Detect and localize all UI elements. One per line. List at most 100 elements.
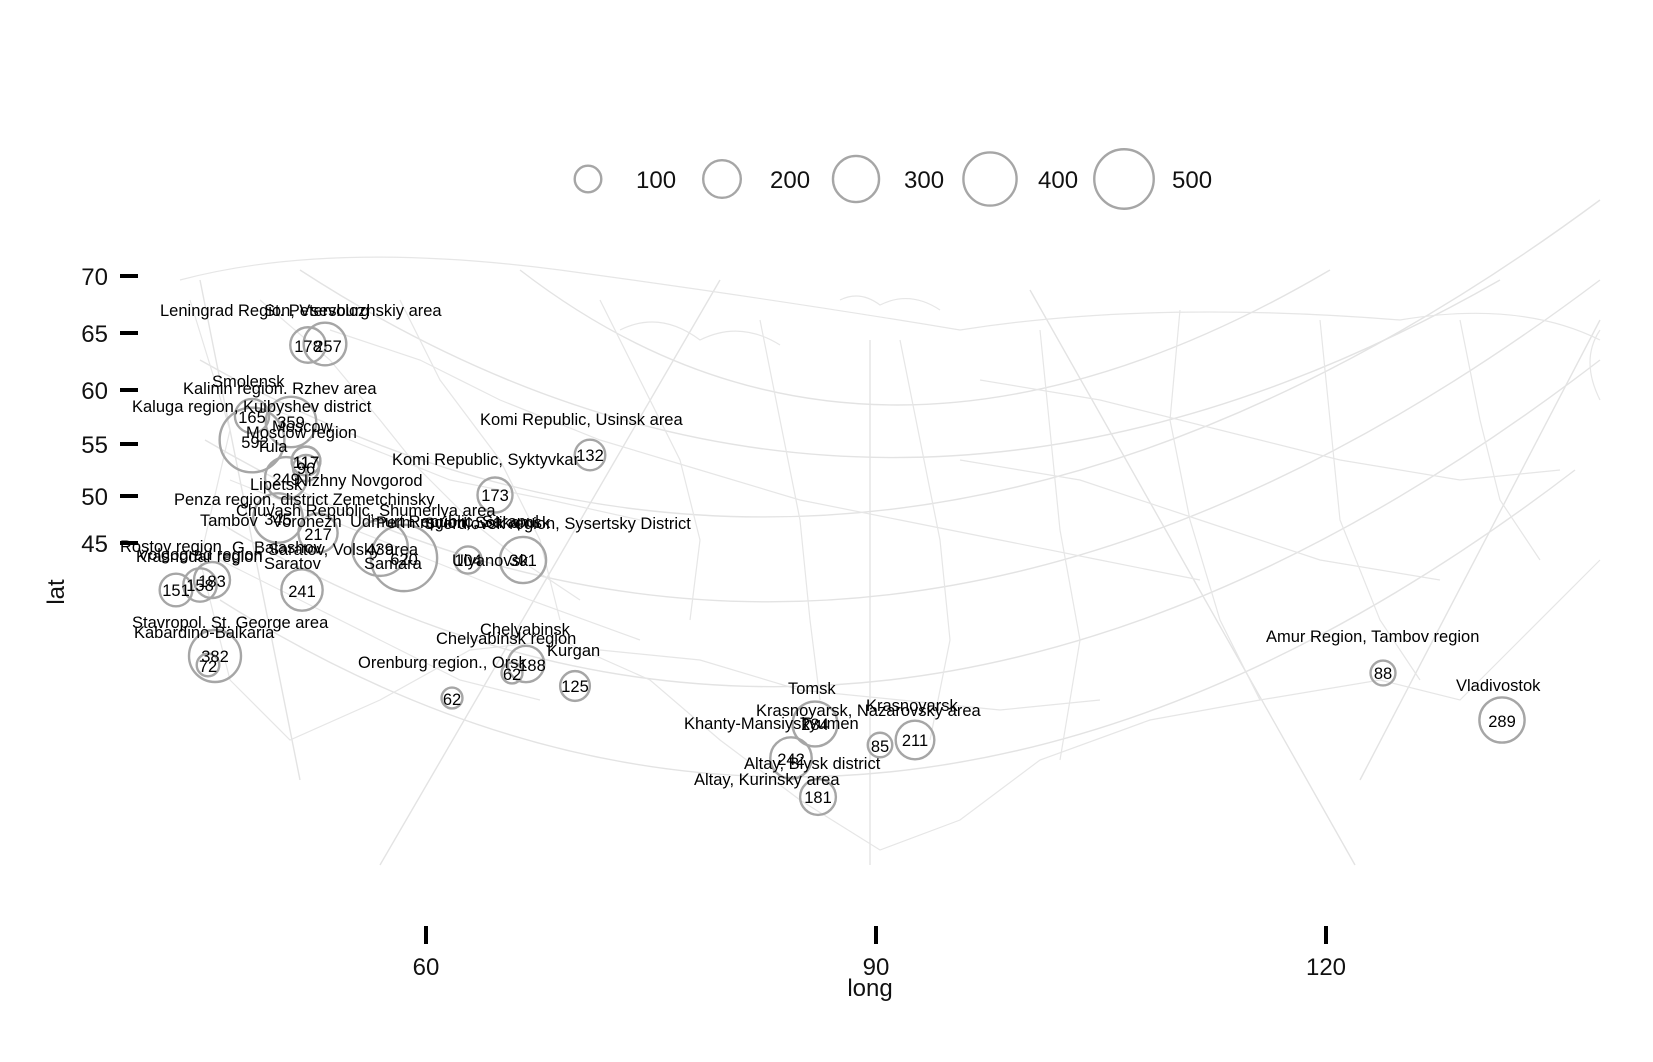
legend-circle-200 [701, 158, 743, 200]
value-label-voronezh: 217 [304, 526, 332, 544]
bubble-kalinin-region-rzhev-area [264, 395, 318, 449]
legend-circle-400 [962, 151, 1018, 207]
value-label-krasnodar-region: 158 [186, 577, 214, 595]
y-axis: 70 65 60 55 50 45 [81, 264, 138, 558]
bubble-sverdlovsk-region-sysertsky-district [498, 535, 548, 585]
place-label-kaluga-region-kuibyshev-district: Kaluga region, Kuibyshev district [132, 398, 372, 416]
value-label-altay-kurinsky-area: 181 [804, 789, 832, 807]
place-label-tula: Tula [256, 438, 288, 456]
place-label-tambov: Tambov [200, 512, 259, 530]
bubble-g-balashov [280, 568, 324, 612]
value-label-kaluga-region-kuibyshev-district: 592 [241, 434, 269, 452]
legend-label-300: 300 [904, 167, 944, 194]
basemap [179, 199, 1601, 866]
place-label-kurgan: Kurgan [547, 642, 600, 660]
place-label-udmurt-republic-sarapul: Udmurt Republic, Sarapul [350, 513, 539, 531]
place-label-stavropol-st-george-area: Stavropol. St. George area [132, 614, 329, 632]
value-label-samara: 620 [390, 551, 418, 569]
bubble-volgograd-region [192, 560, 232, 600]
bubble-st-petersburg [302, 321, 348, 367]
value-label-tula: 96 [297, 460, 315, 478]
value-label-st-petersburg: 257 [314, 338, 342, 356]
y-tick-label-70: 70 [81, 264, 108, 291]
place-label-sverdlovsk-region-sysertsky-district: Sverdlovsk region, Sysertsky District [424, 515, 691, 533]
value-label-krasnoyarsk-nazarovsky-area: 85 [871, 738, 889, 756]
place-label-perm-region-solikamsk: Perm region, Solikamsk [376, 514, 551, 532]
x-tick-label-90: 90 [863, 954, 890, 981]
y-tick-label-45: 45 [81, 531, 108, 558]
place-label-saratov: Saratov [264, 555, 322, 573]
place-label-krasnoyarsk-nazarovsky-area: Krasnoyarsk, Nazarovsky area [756, 702, 981, 720]
y-tick-label-55: 55 [81, 432, 108, 459]
value-label-chelyabinsk: 188 [518, 657, 546, 675]
value-label-moscow-region: 117 [293, 454, 319, 472]
y-tick-label-50: 50 [81, 484, 108, 511]
place-label-orenburg-region-orsk: Orenburg region., Orsk [358, 654, 527, 672]
value-label-orenburg-region-orsk: 62 [443, 691, 461, 709]
x-axis-title: long [847, 975, 892, 1002]
bubble-altay-kurinsky-area [798, 777, 838, 817]
x-tick-label-60: 60 [413, 954, 440, 981]
legend-circle-500 [1093, 148, 1155, 210]
value-label-sverdlovsk-region-sysertsky-district: 301 [509, 552, 537, 570]
place-label-krasnoyarsk: Krasnoyarsk [866, 697, 958, 715]
place-label-altay-kurinsky-area: Altay, Kurinsky area [694, 771, 840, 789]
bubble-khanty-mansiysk [791, 700, 839, 748]
bubble-krasnodar-region [182, 567, 218, 603]
bubble-altay-biysk-district [769, 736, 813, 780]
y-axis-title: lat [43, 579, 70, 605]
place-labels-layer: Leningrad Region, Vsevolozhskiy areaSt. … [120, 302, 1541, 789]
place-label-voronezh: Voronezh [272, 513, 342, 531]
value-label-tambov: 345 [264, 511, 292, 529]
x-axis: 60 90 120 [413, 926, 1346, 981]
size-legend: 100 200 300 400 500 [573, 148, 1212, 210]
value-label-stavropol-st-george-area: 382 [201, 648, 229, 666]
place-label-komi-republic-usinsk-area: Komi Republic, Usinsk area [480, 411, 683, 429]
value-label-vladivostok: 289 [1488, 713, 1516, 731]
place-label-moscow-region: Moscow region [246, 424, 357, 442]
bubble-vladivostok [1478, 696, 1526, 744]
bubble-rostov-region [158, 572, 194, 608]
bubbles-layer [158, 321, 1526, 817]
value-label-volgograd-region: 183 [198, 573, 226, 591]
bubble-kurgan [558, 669, 592, 703]
place-label-penza-region-district-zemetchinsky: Penza region, district Zemetchinsky [174, 491, 435, 509]
place-label-smolensk: Smolensk [212, 373, 285, 391]
place-label-leningrad-region-vsevolozhskiy-area: Leningrad Region, Vsevolozhskiy area [160, 302, 442, 320]
value-label-krasnoyarsk: 211 [902, 732, 928, 750]
legend-circle-100 [573, 164, 603, 194]
value-label-chelyabinsk-region: 62 [503, 666, 521, 684]
value-label-komi-republic-syktyvkar: 173 [481, 487, 509, 505]
value-label-altay-biysk-district: 242 [777, 751, 805, 769]
value-label-moscow: 117 [293, 454, 319, 472]
bubble-chelyabinsk-region [500, 661, 524, 685]
place-label-g-balashov: G. Balashov [232, 539, 323, 557]
place-label-vladivostok: Vladivostok [1456, 677, 1541, 695]
place-label-tyumen: Tyumen [800, 715, 859, 733]
value-label-lipetsk: 249 [272, 471, 300, 489]
place-label-chelyabinsk: Chelyabinsk [480, 621, 571, 639]
place-label-nizhny-novgorod: Nizhny Novgorod [296, 472, 423, 490]
value-label-saratov-volsky-area: 439 [366, 541, 394, 559]
bubble-leningrad-region-vsevolozhskiy-area [289, 326, 327, 364]
place-label-saratov-volsky-area: Saratov, Volsky area [268, 541, 419, 559]
place-label-moscow: Moscow [272, 418, 333, 436]
bubble-krasnoyarsk-nazarovsky-area [866, 731, 894, 759]
value-label-kurgan: 125 [561, 678, 589, 696]
bubble-krasnoyarsk [894, 719, 936, 761]
legend-label-100: 100 [636, 167, 676, 194]
bubble-smolensk [233, 397, 271, 435]
y-tick-label-65: 65 [81, 321, 108, 348]
bubble-stavropol-st-george-area [187, 628, 243, 684]
region-boundaries [179, 256, 1601, 851]
bubble-ulyanovsk [453, 545, 483, 575]
place-label-st-petersburg: St. Petersburg [264, 302, 369, 320]
place-label-altay-biysk-district: Altay, Biysk district [744, 755, 881, 773]
value-label-ulyanovsk: 104 [454, 552, 482, 570]
value-label-leningrad-region-vsevolozhskiy-area: 178 [294, 338, 322, 356]
place-label-khanty-mansiysk: Khanty-Mansiysk [684, 715, 810, 733]
legend-label-500: 500 [1172, 167, 1212, 194]
value-label-kalinin-region-rzhev-area: 359 [277, 414, 305, 432]
